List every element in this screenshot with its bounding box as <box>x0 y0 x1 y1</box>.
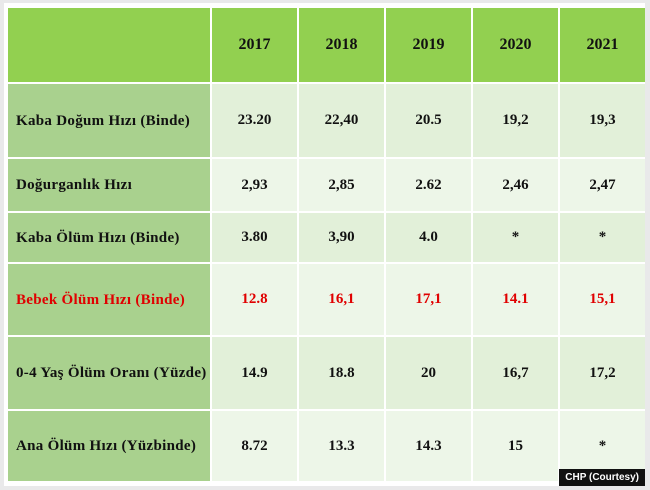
table-cell: 2,85 <box>299 159 384 211</box>
photo-credit: CHP (Courtesy) <box>559 469 645 486</box>
table-row: 0-4 Yaş Ölüm Oranı (Yüzde) 14.9 18.8 20 … <box>8 337 645 409</box>
table-cell: 17,1 <box>386 264 471 335</box>
header-year: 2020 <box>473 8 558 82</box>
table-cell: 19,2 <box>473 84 558 157</box>
table-cell: 16,1 <box>299 264 384 335</box>
table-row: Kaba Doğum Hızı (Binde) 23.20 22,40 20.5… <box>8 84 645 157</box>
table-cell: 2,46 <box>473 159 558 211</box>
table-cell: 14.9 <box>212 337 297 409</box>
row-label: Doğurganlık Hızı <box>8 159 210 211</box>
table-cell: 15,1 <box>560 264 645 335</box>
table-cell: 14.1 <box>473 264 558 335</box>
table-cell: 2,93 <box>212 159 297 211</box>
table-cell: 16,7 <box>473 337 558 409</box>
table-row: Doğurganlık Hızı 2,93 2,85 2.62 2,46 2,4… <box>8 159 645 211</box>
statistics-table: 2017 2018 2019 2020 2021 Kaba Doğum Hızı… <box>6 6 647 483</box>
table-cell: 20 <box>386 337 471 409</box>
header-year: 2017 <box>212 8 297 82</box>
table-cell: * <box>560 213 645 262</box>
table-cell: 4.0 <box>386 213 471 262</box>
table-cell: 15 <box>473 411 558 481</box>
table-cell: 12.8 <box>212 264 297 335</box>
table-cell: 8.72 <box>212 411 297 481</box>
header-year: 2021 <box>560 8 645 82</box>
table-cell: 14.3 <box>386 411 471 481</box>
row-label: Kaba Ölüm Hızı (Binde) <box>8 213 210 262</box>
row-label: 0-4 Yaş Ölüm Oranı (Yüzde) <box>8 337 210 409</box>
table-cell: 17,2 <box>560 337 645 409</box>
row-label: Bebek Ölüm Hızı (Binde) <box>8 264 210 335</box>
table-cell: 18.8 <box>299 337 384 409</box>
header-row: 2017 2018 2019 2020 2021 <box>8 8 645 82</box>
table-row-highlighted: Bebek Ölüm Hızı (Binde) 12.8 16,1 17,1 1… <box>8 264 645 335</box>
header-corner-cell <box>8 8 210 82</box>
row-label: Ana Ölüm Hızı (Yüzbinde) <box>8 411 210 481</box>
table-cell: 2.62 <box>386 159 471 211</box>
table-cell: 20.5 <box>386 84 471 157</box>
table-cell: 19,3 <box>560 84 645 157</box>
table-cell: 2,47 <box>560 159 645 211</box>
header-year: 2018 <box>299 8 384 82</box>
table-cell: 23.20 <box>212 84 297 157</box>
table-cell: 3,90 <box>299 213 384 262</box>
table-row: Kaba Ölüm Hızı (Binde) 3.80 3,90 4.0 * * <box>8 213 645 262</box>
table-cell: 3.80 <box>212 213 297 262</box>
row-label: Kaba Doğum Hızı (Binde) <box>8 84 210 157</box>
table-row: Ana Ölüm Hızı (Yüzbinde) 8.72 13.3 14.3 … <box>8 411 645 481</box>
table-cell: 13.3 <box>299 411 384 481</box>
table-cell: * <box>473 213 558 262</box>
header-year: 2019 <box>386 8 471 82</box>
table-cell: 22,40 <box>299 84 384 157</box>
